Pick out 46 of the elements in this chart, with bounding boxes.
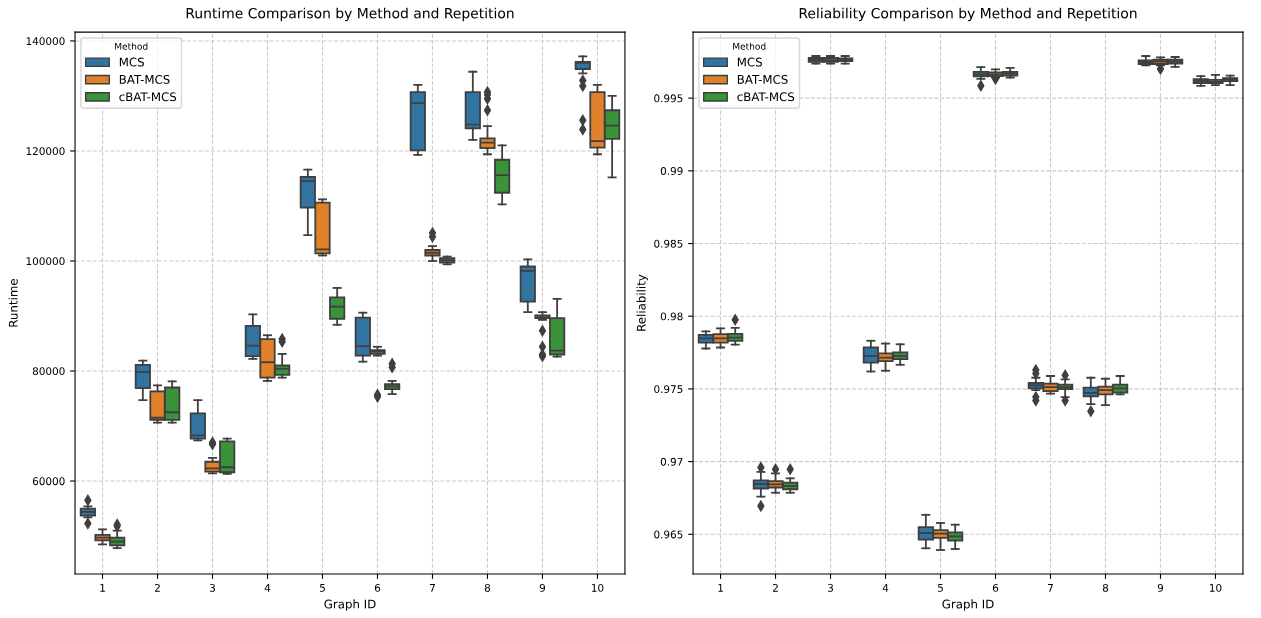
x-tick-label: 3 [828, 583, 834, 592]
x-tick-label: 8 [1102, 583, 1109, 592]
x-tick-label: 7 [430, 584, 435, 592]
x-tick-label: 8 [484, 583, 491, 592]
legend-title: Method [115, 42, 148, 50]
legend-label: MCS [737, 57, 762, 67]
x-tick-label: 9 [539, 583, 546, 592]
x-tick-label: 5 [319, 584, 325, 592]
x-tick-label: 4 [882, 584, 889, 592]
y-tick-label: 0.98 [660, 312, 683, 321]
y-tick-label: 0.99 [660, 167, 683, 175]
x-tick-label: 4 [264, 584, 271, 592]
x-tick-label: 9 [1157, 583, 1164, 592]
y-axis-title: Reliability [636, 274, 648, 331]
x-tick-label: 6 [992, 583, 999, 592]
x-tick-label: 5 [938, 584, 943, 592]
x-axis-title: Graph ID [942, 599, 994, 611]
x-tick-label: 7 [1048, 584, 1053, 592]
y-tick-label: 0.975 [654, 385, 683, 394]
x-tick-label: 2 [154, 583, 160, 592]
chart-title: Reliability Comparison by Method and Repetition [799, 7, 1137, 22]
y-tick-label: 140000 [26, 37, 65, 46]
y-tick-label: 0.995 [654, 94, 683, 103]
y-tick-label: 0.985 [654, 239, 683, 248]
y-tick-label: 0.965 [654, 530, 683, 539]
legend-label: MCS [119, 57, 144, 67]
legend-label: cBAT-MCS [737, 92, 795, 102]
x-axis-title: Graph ID [324, 599, 376, 611]
legend-title: Method [733, 42, 766, 50]
y-axis-title: Runtime [8, 279, 18, 327]
x-tick-label: 1 [718, 584, 723, 592]
y-tick-label: 100000 [26, 257, 65, 266]
x-tick-label: 10 [1209, 583, 1222, 592]
legend-label: cBAT-MCS [119, 92, 177, 102]
y-tick-label: 60000 [32, 477, 65, 486]
legend-label: BAT-MCS [737, 74, 788, 84]
x-tick-label: 2 [772, 583, 778, 592]
x-tick-label: 10 [591, 583, 604, 592]
y-tick-label: 120000 [26, 147, 65, 156]
y-tick-label: 0.97 [660, 457, 683, 466]
x-tick-label: 1 [100, 584, 105, 592]
x-tick-label: 3 [209, 583, 215, 592]
legend-label: BAT-MCS [119, 74, 170, 84]
y-tick-label: 80000 [32, 367, 65, 376]
chart-title: Runtime Comparison by Method and Repetition [186, 7, 514, 22]
x-tick-label: 6 [374, 583, 381, 592]
